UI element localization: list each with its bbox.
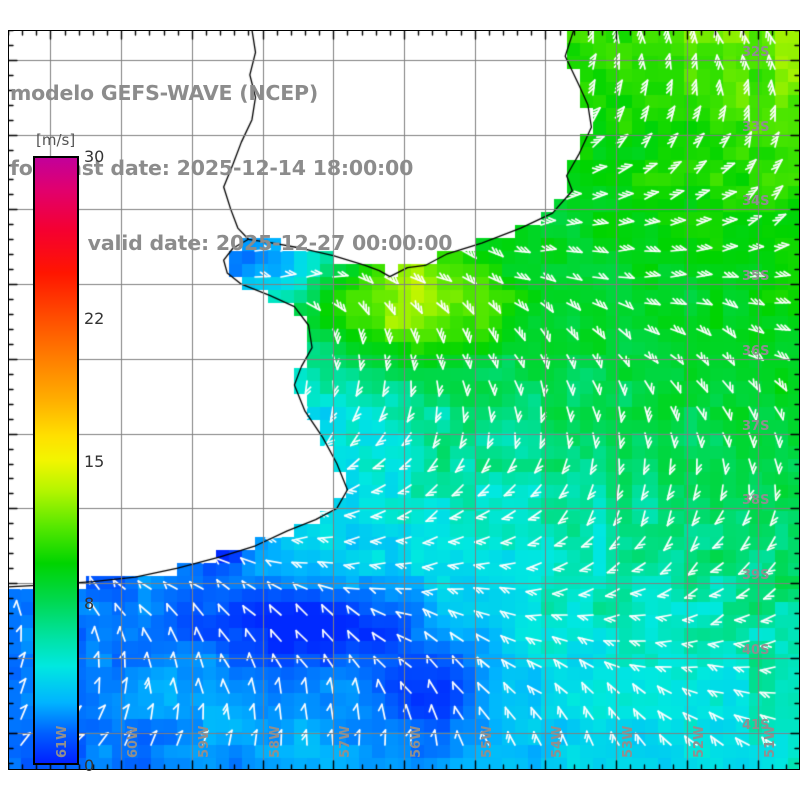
title-forecast-date: forecast date: 2025-12-14 18:00:00 [10,156,414,180]
latitude-label-40S: 40S [742,642,770,658]
longitude-label-57W: 57W [338,725,354,758]
longitude-label-59W: 59W [196,725,212,758]
longitude-label-54W: 54W [550,725,566,758]
latitude-label-35S: 35S [742,269,770,285]
longitude-label-52W: 52W [691,725,707,758]
title-valid-date: valid date: 2025-12-27 00:00:00 [87,231,453,255]
latitude-label-33S: 33S [742,119,770,135]
longitude-label-60W: 60W [126,725,142,758]
longitude-label-53W: 53W [621,725,637,758]
latitude-label-34S: 34S [742,194,770,210]
colorbar-tick-30: 30 [84,147,105,166]
colorbar [33,156,79,765]
latitude-label-38S: 38S [742,493,770,509]
longitude-label-55W: 55W [479,725,495,758]
longitude-label-58W: 58W [267,725,283,758]
figure-title: modelo GEFS-WAVE (NCEP) forecast date: 2… [10,31,530,306]
latitude-label-37S: 37S [742,418,770,434]
map-plot-area [8,30,800,770]
latitude-label-41S: 41S [742,717,770,733]
wind-field-canvas [8,30,800,770]
colorbar-tick-0: 0 [84,756,95,775]
colorbar-unit-label: [m/s] [36,131,76,149]
longitude-label-56W: 56W [409,725,424,758]
latitude-label-39S: 39S [742,568,770,584]
latitude-label-32S: 32S [742,44,770,60]
colorbar-tick-8: 8 [84,593,95,613]
colorbar-tick-22: 22 [84,309,105,329]
latitude-label-36S: 36S [742,343,770,359]
colorbar-tick-15: 15 [84,451,105,471]
longitude-label-51W: 51W [762,725,778,758]
longitude-label-61W: 61W [55,725,71,758]
title-model: modelo GEFS-WAVE (NCEP) [10,81,318,105]
